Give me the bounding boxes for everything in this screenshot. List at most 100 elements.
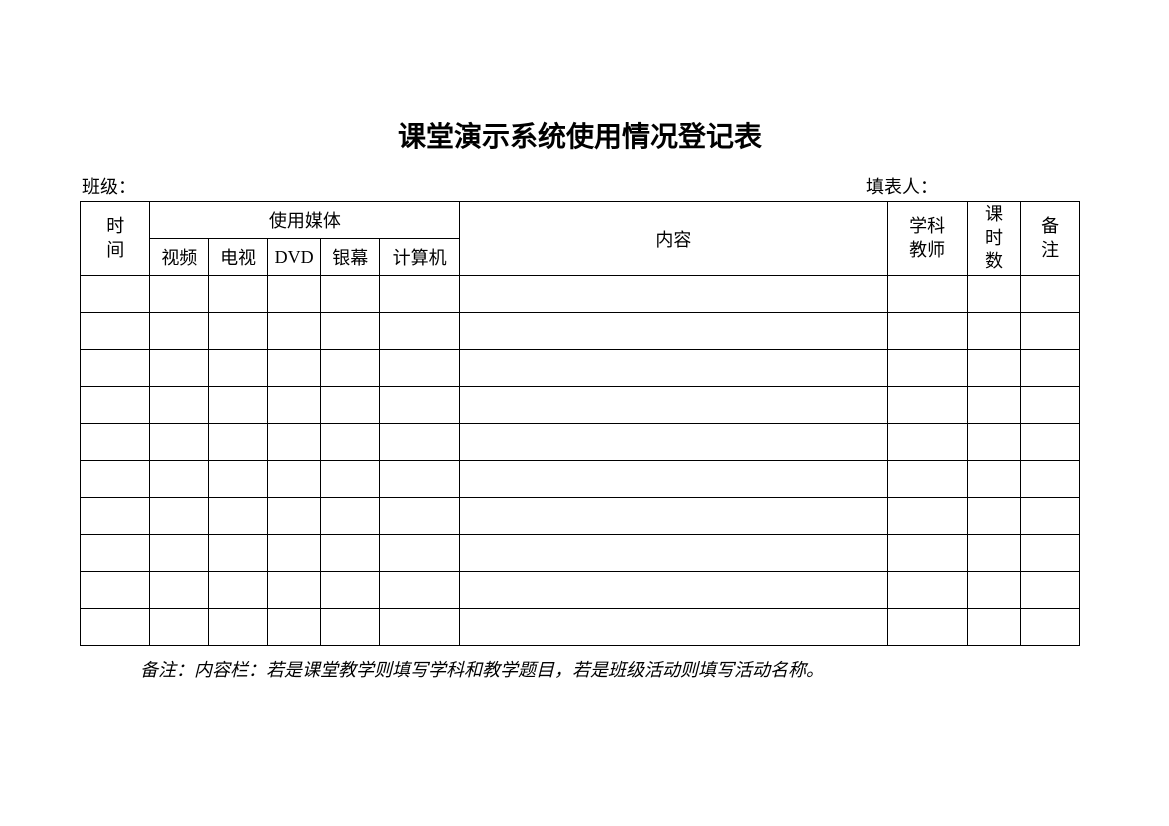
- table-cell[interactable]: [321, 424, 380, 461]
- table-cell[interactable]: [887, 572, 967, 609]
- table-cell[interactable]: [81, 313, 150, 350]
- table-cell[interactable]: [209, 461, 268, 498]
- table-cell[interactable]: [1021, 498, 1080, 535]
- table-cell[interactable]: [81, 350, 150, 387]
- table-cell[interactable]: [460, 276, 887, 313]
- table-cell[interactable]: [887, 276, 967, 313]
- table-cell[interactable]: [321, 313, 380, 350]
- table-cell[interactable]: [1021, 609, 1080, 646]
- table-cell[interactable]: [380, 313, 460, 350]
- table-cell[interactable]: [460, 609, 887, 646]
- table-cell[interactable]: [209, 535, 268, 572]
- table-cell[interactable]: [1021, 313, 1080, 350]
- table-cell[interactable]: [150, 276, 209, 313]
- table-cell[interactable]: [321, 609, 380, 646]
- table-cell[interactable]: [887, 350, 967, 387]
- table-cell[interactable]: [209, 424, 268, 461]
- table-cell[interactable]: [967, 461, 1020, 498]
- table-cell[interactable]: [1021, 424, 1080, 461]
- table-cell[interactable]: [1021, 535, 1080, 572]
- table-cell[interactable]: [267, 350, 320, 387]
- table-cell[interactable]: [380, 535, 460, 572]
- table-cell[interactable]: [267, 387, 320, 424]
- table-cell[interactable]: [460, 424, 887, 461]
- table-cell[interactable]: [380, 387, 460, 424]
- table-cell[interactable]: [81, 276, 150, 313]
- table-cell[interactable]: [380, 572, 460, 609]
- table-cell[interactable]: [209, 572, 268, 609]
- table-cell[interactable]: [81, 424, 150, 461]
- table-cell[interactable]: [460, 387, 887, 424]
- table-cell[interactable]: [1021, 387, 1080, 424]
- table-cell[interactable]: [967, 276, 1020, 313]
- table-cell[interactable]: [267, 276, 320, 313]
- table-cell[interactable]: [209, 387, 268, 424]
- table-cell[interactable]: [267, 609, 320, 646]
- table-cell[interactable]: [81, 572, 150, 609]
- table-cell[interactable]: [150, 313, 209, 350]
- table-cell[interactable]: [321, 387, 380, 424]
- table-cell[interactable]: [460, 498, 887, 535]
- table-cell[interactable]: [967, 498, 1020, 535]
- table-cell[interactable]: [887, 424, 967, 461]
- table-cell[interactable]: [150, 350, 209, 387]
- table-cell[interactable]: [267, 313, 320, 350]
- table-cell[interactable]: [150, 572, 209, 609]
- table-cell[interactable]: [150, 535, 209, 572]
- table-cell[interactable]: [1021, 572, 1080, 609]
- table-cell[interactable]: [460, 313, 887, 350]
- table-cell[interactable]: [967, 572, 1020, 609]
- table-cell[interactable]: [267, 572, 320, 609]
- table-cell[interactable]: [967, 609, 1020, 646]
- table-cell[interactable]: [967, 424, 1020, 461]
- table-cell[interactable]: [150, 424, 209, 461]
- table-cell[interactable]: [81, 498, 150, 535]
- table-cell[interactable]: [887, 461, 967, 498]
- table-cell[interactable]: [209, 350, 268, 387]
- table-cell[interactable]: [887, 387, 967, 424]
- table-cell[interactable]: [267, 424, 320, 461]
- table-cell[interactable]: [209, 609, 268, 646]
- table-cell[interactable]: [321, 498, 380, 535]
- table-cell[interactable]: [380, 350, 460, 387]
- table-cell[interactable]: [321, 572, 380, 609]
- table-cell[interactable]: [1021, 461, 1080, 498]
- table-cell[interactable]: [150, 498, 209, 535]
- table-cell[interactable]: [967, 350, 1020, 387]
- table-cell[interactable]: [380, 276, 460, 313]
- table-cell[interactable]: [209, 498, 268, 535]
- table-cell[interactable]: [81, 535, 150, 572]
- table-cell[interactable]: [267, 498, 320, 535]
- table-cell[interactable]: [150, 461, 209, 498]
- table-cell[interactable]: [150, 387, 209, 424]
- table-cell[interactable]: [887, 535, 967, 572]
- table-cell[interactable]: [460, 461, 887, 498]
- table-cell[interactable]: [380, 461, 460, 498]
- table-cell[interactable]: [81, 461, 150, 498]
- table-cell[interactable]: [321, 350, 380, 387]
- table-cell[interactable]: [967, 313, 1020, 350]
- table-cell[interactable]: [967, 387, 1020, 424]
- table-cell[interactable]: [209, 276, 268, 313]
- table-cell[interactable]: [380, 498, 460, 535]
- table-cell[interactable]: [887, 313, 967, 350]
- table-cell[interactable]: [1021, 276, 1080, 313]
- table-cell[interactable]: [321, 535, 380, 572]
- table-cell[interactable]: [380, 609, 460, 646]
- table-cell[interactable]: [81, 609, 150, 646]
- table-cell[interactable]: [460, 350, 887, 387]
- table-cell[interactable]: [267, 461, 320, 498]
- table-cell[interactable]: [460, 572, 887, 609]
- table-cell[interactable]: [81, 387, 150, 424]
- table-cell[interactable]: [460, 535, 887, 572]
- table-cell[interactable]: [267, 535, 320, 572]
- table-cell[interactable]: [209, 313, 268, 350]
- table-cell[interactable]: [321, 461, 380, 498]
- table-cell[interactable]: [380, 424, 460, 461]
- table-cell[interactable]: [1021, 350, 1080, 387]
- table-cell[interactable]: [887, 498, 967, 535]
- table-cell[interactable]: [321, 276, 380, 313]
- table-cell[interactable]: [150, 609, 209, 646]
- table-cell[interactable]: [967, 535, 1020, 572]
- table-cell[interactable]: [887, 609, 967, 646]
